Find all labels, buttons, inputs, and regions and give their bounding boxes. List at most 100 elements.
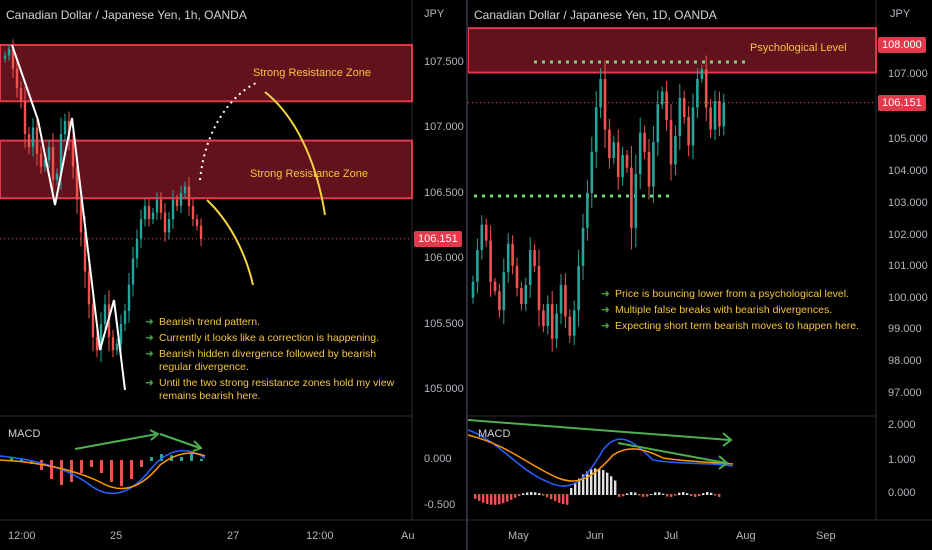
left-macd-histogram-bar	[140, 460, 143, 467]
right-macd-histogram-bar	[606, 472, 609, 495]
note-text: Expecting short term bearish moves to ha…	[615, 320, 859, 332]
left-time-tick: Au	[401, 530, 415, 542]
note-item: ➜ Currently it looks like a correction is…	[145, 332, 395, 345]
left-candle	[43, 160, 47, 167]
right-candle	[498, 291, 501, 311]
left-chart-panel[interactable]: Canadian Dollar / Japanese Yen, 1h, OAND…	[0, 0, 466, 550]
left-macd-histogram-bar	[100, 460, 103, 473]
left-candle	[99, 324, 103, 351]
right-macd-histogram-bar	[510, 494, 513, 500]
right-candle	[594, 107, 598, 152]
right-candle	[506, 243, 510, 273]
left-candle	[159, 199, 163, 213]
green-arrow-icon: ➜	[145, 348, 154, 360]
projected-drop-path-1	[264, 91, 326, 216]
right-price-tick: 104.000	[888, 165, 928, 177]
right-macd-histogram-bar	[662, 493, 665, 495]
right-candle	[718, 101, 721, 127]
right-macd-histogram-bar	[498, 494, 501, 505]
right-macd-histogram-bar	[478, 494, 481, 501]
right-macd-histogram-bar	[598, 468, 601, 495]
left-candle	[35, 127, 39, 154]
right-candle	[528, 250, 532, 285]
right-macd-histogram-bar	[658, 492, 661, 495]
right-candle	[665, 91, 668, 121]
right-candle	[471, 281, 475, 298]
right-current-price-tag: 106.151	[878, 95, 926, 111]
right-candle	[682, 97, 686, 117]
right-macd-histogram-bar	[546, 494, 549, 498]
right-macd-histogram-bar	[574, 483, 577, 495]
right-macd-histogram-bar	[702, 493, 705, 495]
right-candle	[691, 107, 695, 146]
divergence-arrowhead-1	[149, 429, 160, 441]
right-macd-line	[468, 429, 734, 487]
right-macd-histogram-bar	[714, 494, 717, 496]
right-macd-histogram-bar	[686, 493, 689, 495]
upper-resistance-zone	[0, 43, 413, 103]
left-candle	[71, 140, 75, 167]
divergence-arrowhead-4	[718, 455, 729, 470]
right-macd-histogram-bar	[690, 494, 693, 497]
left-macd-histogram-bar	[90, 460, 93, 467]
left-macd-tick: 0.000	[424, 453, 452, 465]
right-macd-histogram-bar	[698, 494, 701, 497]
right-chart-panel[interactable]: Canadian Dollar / Japanese Yen, 1D, OAND…	[468, 0, 932, 550]
left-candle	[3, 55, 7, 59]
right-candle	[687, 116, 690, 146]
right-macd-histogram-bar	[590, 469, 593, 495]
right-candle	[669, 120, 673, 165]
right-candle	[555, 313, 558, 339]
left-candle	[11, 48, 15, 69]
left-macd-histogram-bar	[30, 460, 33, 464]
left-macd-tick: -0.500	[424, 499, 456, 511]
right-candle	[638, 132, 642, 174]
right-candle	[564, 284, 567, 317]
right-macd-histogram-bar	[494, 494, 497, 505]
right-candle	[489, 240, 492, 282]
left-candle	[91, 304, 95, 338]
left-macd-histogram-bar	[20, 458, 23, 461]
right-signal-line	[468, 434, 734, 482]
left-candle	[119, 324, 123, 344]
right-macd-histogram-bar	[602, 470, 605, 495]
right-analysis-notes: ➜ Price is bouncing lower from a psycholo…	[601, 288, 876, 336]
psych-level-label: Psychological Level	[750, 42, 847, 54]
divergence-arrow-3	[468, 419, 731, 441]
left-macd-histogram-bar	[180, 457, 183, 461]
right-macd-histogram-bar	[490, 494, 493, 505]
left-candle	[31, 127, 35, 148]
left-candle	[179, 193, 183, 207]
projected-drop-path-2	[206, 199, 254, 286]
right-macd-histogram-bar	[566, 494, 569, 505]
right-price-tick: 98.000	[888, 355, 922, 367]
note-text: Currently it looks like a correction is …	[159, 332, 380, 344]
right-candle	[537, 265, 541, 311]
right-candle	[709, 107, 712, 130]
right-time-tick: May	[508, 530, 529, 542]
left-price-tick: 106.500	[424, 187, 464, 199]
right-macd-histogram-bar	[562, 494, 565, 505]
left-macd-histogram-bar	[80, 460, 83, 473]
panel-divider[interactable]	[466, 0, 468, 550]
left-chart-canvas[interactable]	[0, 0, 466, 550]
divergence-arrow-2	[159, 433, 201, 449]
left-candle	[123, 310, 127, 324]
right-macd-histogram-bar	[674, 494, 677, 496]
right-candle	[652, 142, 655, 187]
left-candle	[111, 337, 115, 351]
right-macd-histogram-bar	[570, 488, 573, 495]
left-candle	[15, 68, 19, 89]
right-candle	[542, 310, 545, 327]
right-candle	[643, 132, 646, 152]
right-candle	[678, 97, 682, 136]
right-candle	[603, 78, 607, 130]
psychological-level-zone	[468, 27, 877, 74]
left-signal-line	[0, 452, 206, 490]
left-macd-histogram-bar	[160, 454, 163, 461]
right-chart-canvas[interactable]	[468, 0, 932, 550]
right-macd-histogram-bar	[654, 492, 657, 495]
right-candle	[722, 102, 726, 127]
right-macd-histogram-bar	[638, 494, 641, 496]
right-candle	[590, 151, 594, 193]
